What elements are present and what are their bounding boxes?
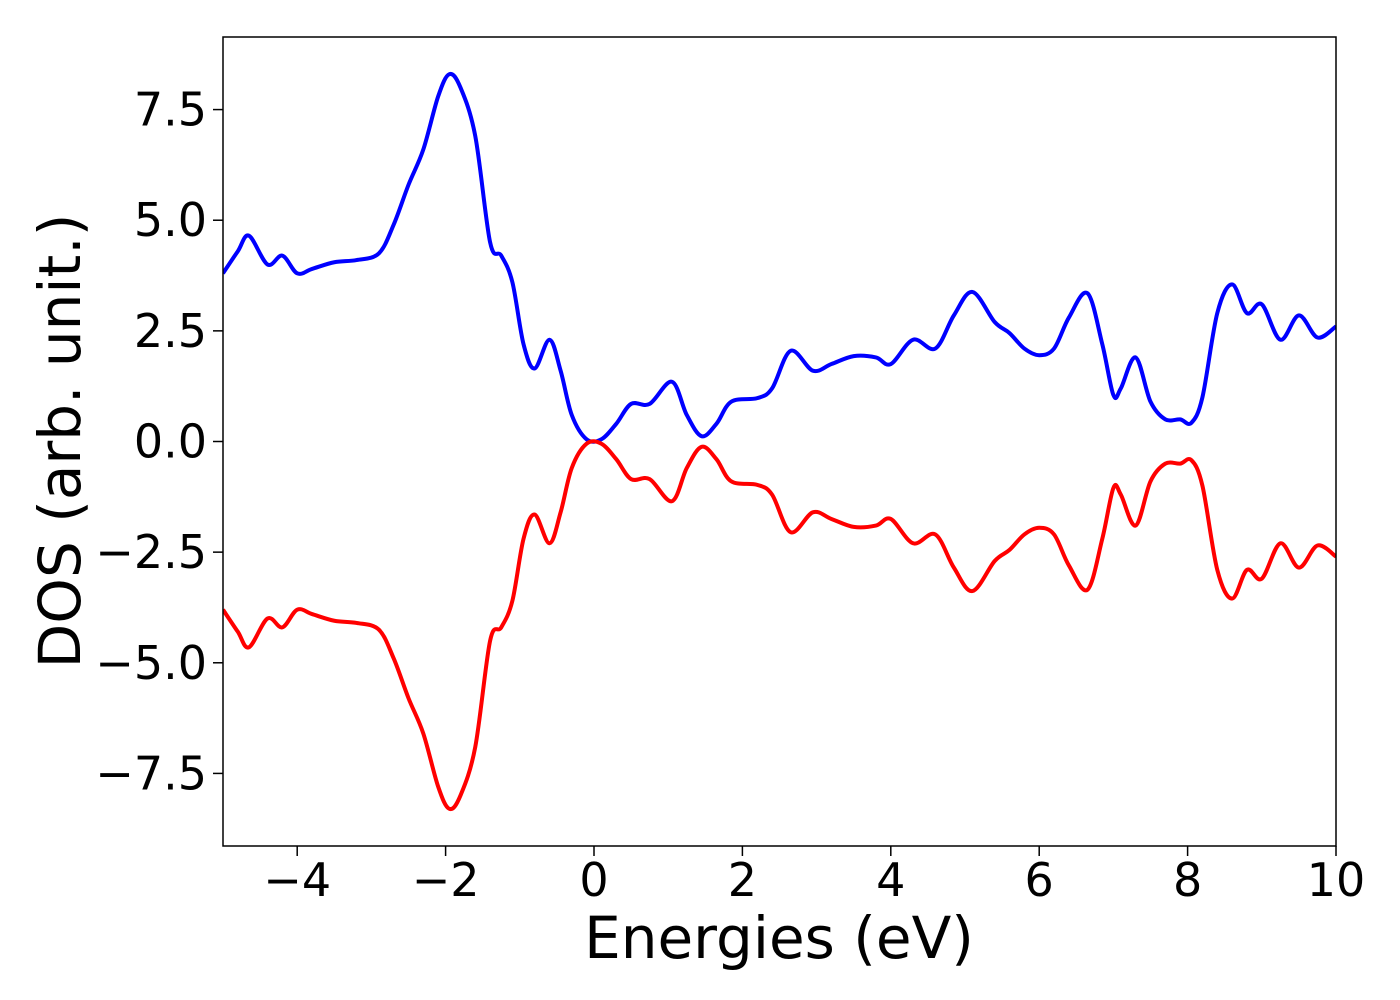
x-tick-label: 2 xyxy=(728,853,757,907)
dos-line xyxy=(223,439,1336,812)
x-tick-label: 8 xyxy=(1173,853,1202,907)
x-tick-label: −2 xyxy=(412,853,480,907)
y-axis-label: DOS (arb. unit.) xyxy=(26,214,94,669)
y-tick-label: 0.0 xyxy=(134,415,207,469)
x-tick-label: 6 xyxy=(1025,853,1054,907)
x-tick-label: −4 xyxy=(263,853,331,907)
x-tick-label: 4 xyxy=(876,853,905,907)
x-axis-label: Energies (eV) xyxy=(584,904,974,972)
x-tick-label: 0 xyxy=(579,853,608,907)
dos-line xyxy=(223,71,1336,444)
y-tick-label: 2.5 xyxy=(134,304,207,358)
y-tick-label: 7.5 xyxy=(134,83,207,137)
y-tick-label: −5.0 xyxy=(95,636,207,690)
y-tick-label: −2.5 xyxy=(95,525,207,579)
x-tick-label: 10 xyxy=(1307,853,1366,907)
y-tick-label: 5.0 xyxy=(134,193,207,247)
y-tick-label: −7.5 xyxy=(95,746,207,800)
plot-frame xyxy=(222,36,1337,847)
